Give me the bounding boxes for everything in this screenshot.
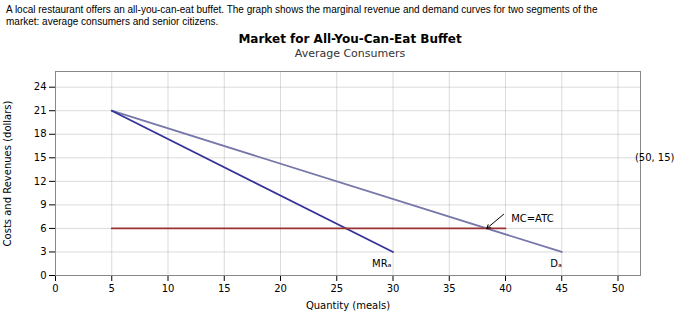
svg-text:24: 24 (34, 81, 47, 92)
svg-text:Dₐ: Dₐ (550, 258, 562, 269)
svg-text:20: 20 (274, 283, 287, 294)
svg-text:6: 6 (40, 223, 46, 234)
svg-text:Costs and Revenues (dollars): Costs and Revenues (dollars) (2, 100, 13, 246)
svg-text:9: 9 (40, 199, 46, 210)
svg-text:MC=ATC: MC=ATC (511, 213, 554, 224)
svg-text:3: 3 (40, 246, 46, 257)
svg-text:Quantity (meals): Quantity (meals) (306, 300, 390, 311)
svg-text:15: 15 (34, 152, 47, 163)
svg-text:40: 40 (499, 283, 512, 294)
html-text:Average Consumers: Average Consumers (294, 47, 406, 60)
svg-text:18: 18 (34, 128, 47, 139)
svg-text:0: 0 (40, 270, 46, 281)
svg-text:45: 45 (555, 283, 568, 294)
svg-text:12: 12 (34, 176, 47, 187)
svg-text:0: 0 (52, 283, 58, 294)
svg-text:5: 5 (109, 283, 115, 294)
svg-text:10: 10 (162, 283, 175, 294)
svg-text:21: 21 (34, 105, 47, 116)
svg-text:30: 30 (387, 283, 400, 294)
svg-text:MRₐ: MRₐ (372, 258, 392, 269)
svg-text:50: 50 (612, 283, 625, 294)
html-text:Market for All-You-Can-Eat Buf: Market for All-You-Can-Eat Buffet (238, 32, 462, 46)
svg-text:25: 25 (330, 283, 343, 294)
html-text:A local restaurant offers an a: A local restaurant offers an all-you-can… (6, 4, 598, 27)
svg-text:35: 35 (443, 283, 456, 294)
svg-text:15: 15 (218, 283, 231, 294)
svg-text:(50, 15): (50, 15) (635, 152, 675, 163)
